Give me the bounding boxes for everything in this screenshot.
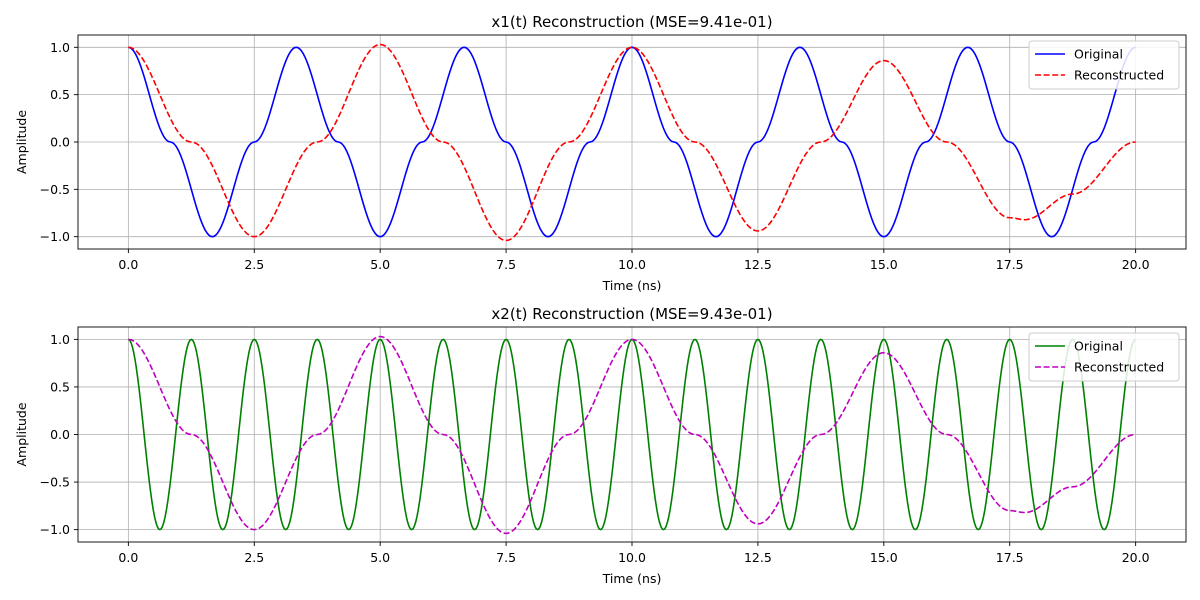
- series-group: [127, 335, 1137, 535]
- chart-title: x1(t) Reconstruction (MSE=9.41e-01): [491, 13, 772, 31]
- y-tick-label: −1.0: [40, 229, 70, 244]
- x-tick-label: 2.5: [244, 257, 264, 272]
- x-tick-label: 12.5: [744, 550, 772, 565]
- y-tick-label: 1.0: [50, 40, 70, 55]
- legend-label-reconstructed: Reconstructed: [1074, 68, 1164, 83]
- y-axis-label: Amplitude: [14, 402, 29, 466]
- y-tick-label: 1.0: [50, 332, 70, 347]
- x-tick-label: 2.5: [244, 550, 264, 565]
- y-tick-label: −0.5: [40, 475, 70, 490]
- x-axis-label: Time (ns): [602, 278, 662, 293]
- x-tick-label: 7.5: [496, 257, 516, 272]
- legend-box: [1028, 332, 1180, 382]
- x-tick-label: 0.0: [118, 257, 138, 272]
- x-tick-label: 15.0: [870, 257, 898, 272]
- legend: Original Reconstructed: [1028, 40, 1180, 90]
- legend-label-original: Original: [1074, 47, 1123, 62]
- x-tick-label: 10.0: [618, 257, 646, 272]
- x-tick-label: 0.0: [118, 550, 138, 565]
- chart-panel-2: 0.0 2.5 5.0 7.5 10.0 12.5 15.0 17.5 20.0 1.0 0.5 0.…: [14, 305, 1187, 586]
- y-tick-label: 0.0: [50, 135, 70, 150]
- chart-title: x2(t) Reconstruction (MSE=9.43e-01): [491, 305, 772, 323]
- y-axis-label: Amplitude: [14, 110, 29, 174]
- legend-box: [1028, 40, 1180, 90]
- x-axis-label: Time (ns): [602, 571, 662, 586]
- legend: Original Reconstructed: [1028, 332, 1180, 382]
- x-tick-label: 10.0: [618, 550, 646, 565]
- series-line-reconstructed: [128, 335, 1136, 535]
- x-tick-label: 17.5: [996, 550, 1024, 565]
- y-tick-label: −1.0: [40, 522, 70, 537]
- y-tick-label: 0.5: [50, 87, 70, 102]
- y-tick-label: 0.0: [50, 427, 70, 442]
- x-tick-label: 5.0: [370, 550, 390, 565]
- legend-label-original: Original: [1074, 339, 1123, 354]
- series-group: [128, 43, 1136, 242]
- y-tick-label: 0.5: [50, 379, 70, 394]
- y-tick-label: −0.5: [40, 182, 70, 197]
- x-tick-label: 20.0: [1122, 550, 1150, 565]
- legend-label-reconstructed: Reconstructed: [1074, 360, 1164, 375]
- x-tick-label: 5.0: [370, 257, 390, 272]
- series-line-reconstructed: [128, 43, 1136, 242]
- x-tick-label: 20.0: [1122, 257, 1150, 272]
- x-tick-label: 17.5: [996, 257, 1024, 272]
- x-tick-label: 15.0: [870, 550, 898, 565]
- panels: 0.0 2.5 5.0 7.5 10.0 12.5 15.0 17.5 20.0 1.0 0.5 0.…: [14, 13, 1187, 586]
- series-line-original: [128, 46, 1136, 238]
- chart-panel-1: 0.0 2.5 5.0 7.5 10.0 12.5 15.0 17.5 20.0 1.0 0.5 0.…: [14, 13, 1187, 293]
- x-tick-label: 12.5: [744, 257, 772, 272]
- x-tick-label: 7.5: [496, 550, 516, 565]
